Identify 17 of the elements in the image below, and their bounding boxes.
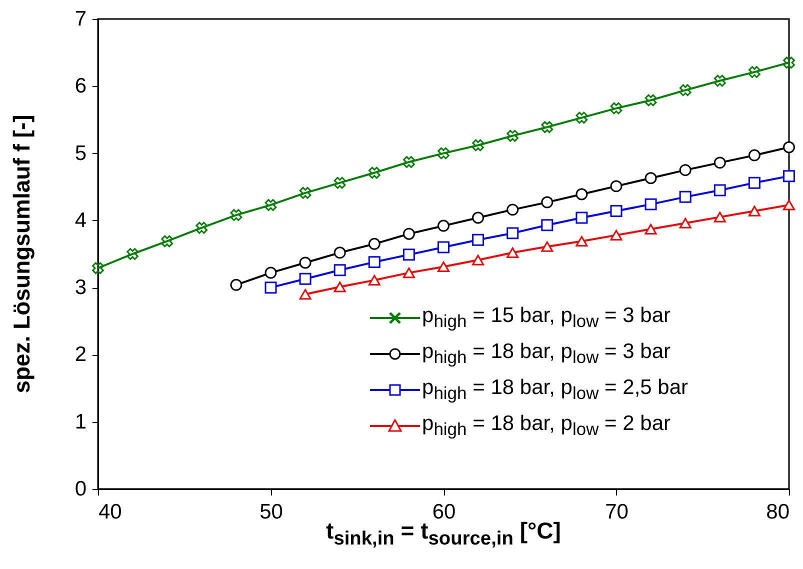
y-axis-title: spez. Lösungsumlauf f [-]: [8, 114, 36, 394]
y-tick-label: 7: [74, 8, 86, 30]
x-tick-label: 70: [605, 500, 628, 524]
y-tick-label: 6: [74, 74, 86, 98]
y-tick-label: 3: [74, 276, 86, 300]
y-tick-label: 5: [74, 142, 86, 165]
legend-label: p$_{high}$ = 18 bar, p$_{low}$ = 2,5 bar: [422, 376, 688, 404]
x-tick-label: 80: [766, 500, 790, 524]
y-tick-label: 0: [74, 478, 86, 500]
legend-label: p$_{high}$ = 18 bar, p$_{low}$ = 3 bar: [422, 340, 671, 368]
y-tick-label: 1: [74, 410, 86, 434]
x-tick-label: 40: [98, 500, 122, 524]
legend-label: p$_{high}$ = 15 bar, p$_{low}$ = 3 bar: [422, 304, 671, 332]
y-tick-label: 2: [74, 343, 86, 366]
x-tick-label: 50: [260, 500, 283, 524]
legend-label: p$_{high}$ = 18 bar, p$_{low}$ = 2 bar: [422, 412, 671, 440]
y-tick-label: 4: [74, 208, 87, 232]
